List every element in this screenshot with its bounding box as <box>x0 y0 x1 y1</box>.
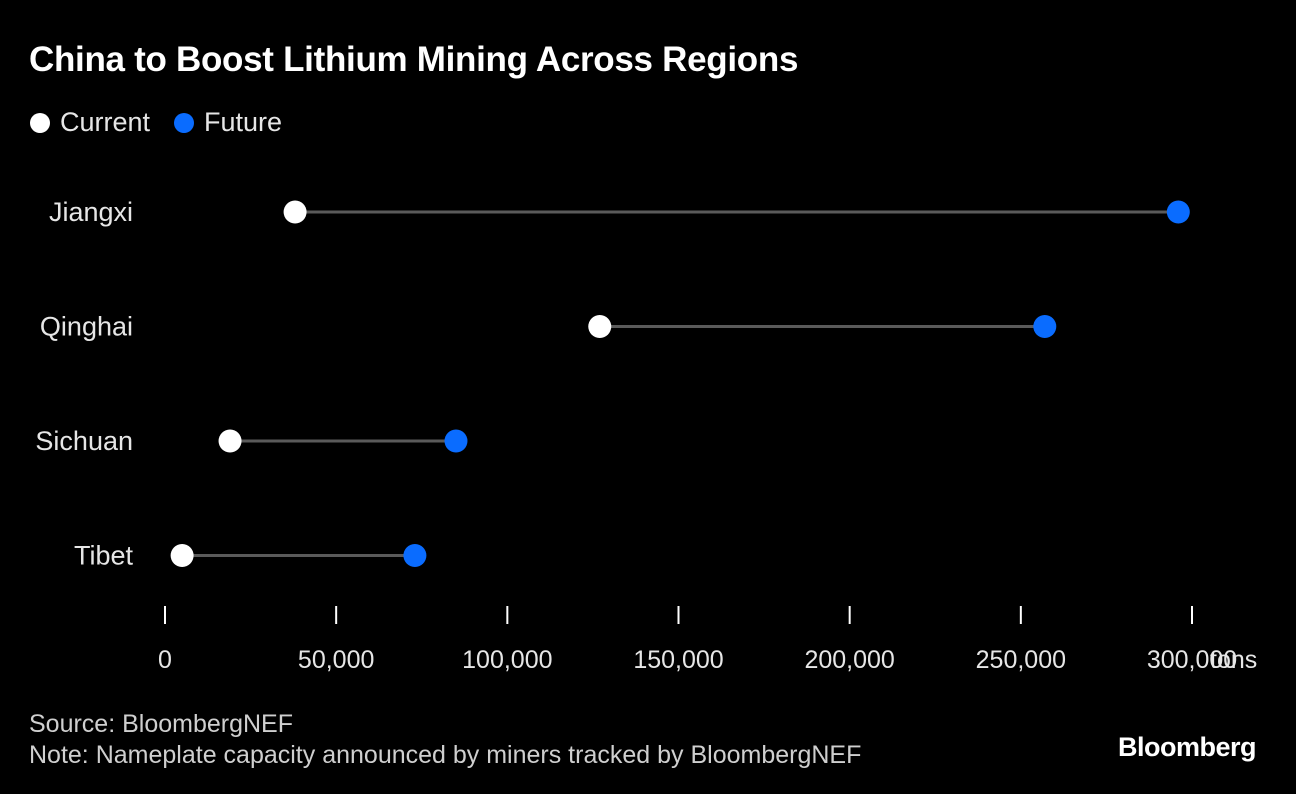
category-label-qinghai: Qinghai <box>40 312 133 342</box>
dot-future-jiangxi <box>1166 200 1190 224</box>
dot-current-sichuan <box>218 429 242 453</box>
category-label-jiangxi: Jiangxi <box>49 197 133 227</box>
x-axis-unit: tons <box>1210 646 1257 674</box>
legend-label-current: Current <box>60 107 151 137</box>
bloomberg-logo: Bloomberg <box>1117 732 1257 762</box>
dot-future-qinghai <box>1033 315 1057 338</box>
chart-title: China to Boost Lithium Mining Across Reg… <box>29 40 799 79</box>
legend-dot-future <box>174 112 195 133</box>
note-text: Note: Nameplate capacity announced by mi… <box>29 741 862 769</box>
legend-dot-current <box>30 112 50 133</box>
x-tick-label-4: 200,000 <box>804 646 894 674</box>
dot-current-tibet <box>170 544 194 567</box>
dot-current-qinghai <box>588 315 612 338</box>
x-tick-label-6: 300,000 <box>1147 646 1237 674</box>
dumbbell-chart: Jiangxi Qinghai Sichuan Tibet 0 50,000 100,000… <box>35 197 1257 674</box>
dot-current-jiangxi <box>283 200 307 224</box>
x-tick-label-3: 150,000 <box>633 646 723 674</box>
legend: Current Future <box>30 107 306 138</box>
legend-item-future: Future <box>174 107 282 138</box>
x-tick-label-0: 0 <box>158 646 172 674</box>
legend-label-future: Future <box>204 107 283 137</box>
x-tick-label-2: 100,000 <box>462 646 552 674</box>
footer: Source: BloombergNEF Note: Nameplate cap… <box>29 709 861 771</box>
dot-future-sichuan <box>444 429 468 453</box>
dot-future-tibet <box>403 544 427 567</box>
source-text: Source: BloombergNEF <box>29 710 294 738</box>
category-label-tibet: Tibet <box>74 541 134 571</box>
x-tick-label-1: 50,000 <box>298 646 374 674</box>
legend-item-current: Current <box>30 107 150 138</box>
category-label-sichuan: Sichuan <box>35 426 133 456</box>
x-tick-label-5: 250,000 <box>976 646 1066 674</box>
